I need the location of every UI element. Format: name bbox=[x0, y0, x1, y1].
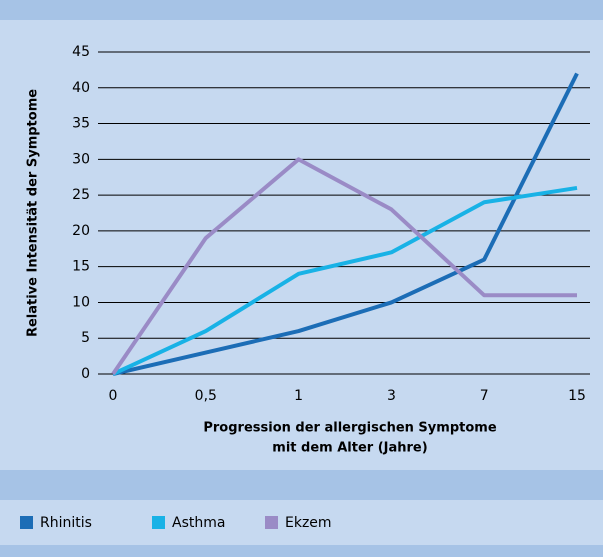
x-tick-label: 0 bbox=[109, 388, 118, 404]
y-tick-label: 10 bbox=[72, 294, 90, 310]
x-tick-label: 0,5 bbox=[195, 388, 217, 404]
x-tick-label: 3 bbox=[387, 388, 396, 404]
mid-band bbox=[0, 470, 603, 500]
series-line bbox=[112, 185, 578, 376]
legend-label: Asthma bbox=[172, 515, 225, 531]
x-tick-label: 15 bbox=[568, 388, 586, 404]
y-tick-label: 40 bbox=[72, 80, 90, 96]
legend-label: Ekzem bbox=[285, 515, 332, 531]
y-tick-label: 30 bbox=[72, 151, 90, 167]
y-tick-label: 5 bbox=[81, 330, 90, 346]
top-band bbox=[0, 0, 603, 20]
x-axis-label: Progression der allergischen Symptome bbox=[203, 421, 496, 436]
legend-swatch bbox=[265, 516, 278, 529]
y-tick-label: 45 bbox=[72, 44, 90, 60]
legend-swatch bbox=[152, 516, 165, 529]
x-axis-label: mit dem Alter (Jahre) bbox=[272, 441, 427, 456]
legend-swatch bbox=[20, 516, 33, 529]
x-tick-label: 7 bbox=[480, 388, 489, 404]
y-axis-label: Relative Intensität der Symptome bbox=[26, 89, 41, 337]
y-tick-label: 35 bbox=[72, 116, 90, 132]
legend-label: Rhinitis bbox=[40, 515, 92, 531]
bottom-band bbox=[0, 545, 603, 557]
y-tick-label: 0 bbox=[81, 366, 90, 382]
y-tick-label: 20 bbox=[72, 223, 90, 239]
series-line bbox=[111, 157, 577, 376]
y-tick-label: 15 bbox=[72, 259, 90, 275]
y-tick-label: 25 bbox=[72, 187, 90, 203]
x-tick-label: 1 bbox=[294, 388, 303, 404]
series-line bbox=[112, 72, 579, 376]
